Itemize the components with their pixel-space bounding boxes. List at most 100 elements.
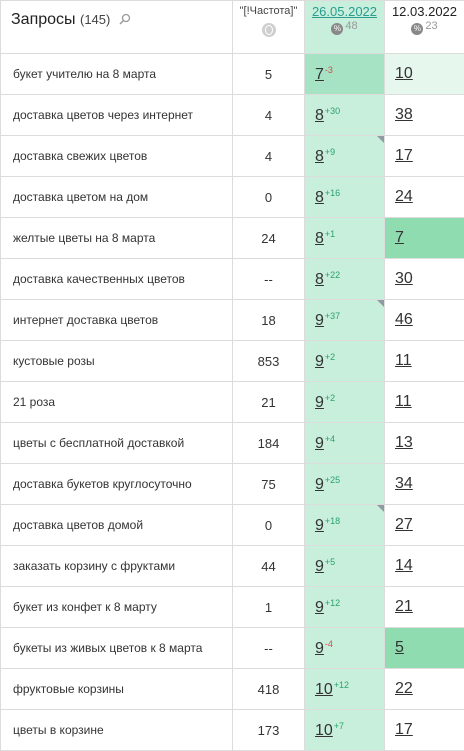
frequency-cell: 853 bbox=[233, 341, 305, 382]
query-cell[interactable]: интернет доставка цветов bbox=[1, 300, 233, 341]
position-delta: +22 bbox=[325, 270, 340, 280]
position-date2-link[interactable]: 7 bbox=[395, 229, 404, 246]
query-cell[interactable]: желтые цветы на 8 марта bbox=[1, 218, 233, 259]
position-date1-link[interactable]: 9 bbox=[315, 435, 324, 452]
date2-percent-value: 23 bbox=[425, 20, 437, 32]
query-cell[interactable]: букеты из живых цветов к 8 марта bbox=[1, 628, 233, 669]
position-date1-link[interactable]: 9 bbox=[315, 312, 324, 329]
date1-header[interactable]: 26.05.2022 % 48 bbox=[305, 1, 385, 54]
position-date1-link[interactable]: 8 bbox=[315, 189, 324, 206]
position-date2-cell: 17 bbox=[385, 710, 464, 751]
position-date2-link[interactable]: 22 bbox=[395, 680, 413, 697]
frequency-cell: 418 bbox=[233, 669, 305, 710]
position-date2-link[interactable]: 14 bbox=[395, 557, 413, 574]
position-date1-link[interactable]: 7 bbox=[315, 66, 324, 83]
query-cell[interactable]: букет учителю на 8 марта bbox=[1, 54, 233, 95]
query-cell[interactable]: доставка свежих цветов bbox=[1, 136, 233, 177]
date1-link[interactable]: 26.05.2022 bbox=[312, 4, 377, 19]
position-date2-link[interactable]: 27 bbox=[395, 516, 413, 533]
position-date1-link[interactable]: 9 bbox=[315, 599, 324, 616]
position-date2-link[interactable]: 17 bbox=[395, 147, 413, 164]
query-cell[interactable]: доставка букетов круглосуточно bbox=[1, 464, 233, 505]
frequency-cell: -- bbox=[233, 259, 305, 300]
position-date2-link[interactable]: 11 bbox=[395, 393, 412, 410]
query-cell[interactable]: доставка качественных цветов bbox=[1, 259, 233, 300]
position-date1-link[interactable]: 9 bbox=[315, 558, 324, 575]
query-cell[interactable]: цветы с бесплатной доставкой bbox=[1, 423, 233, 464]
position-date1-link[interactable]: 8 bbox=[315, 107, 324, 124]
position-date1-link[interactable]: 9 bbox=[315, 353, 324, 370]
query-cell[interactable]: кустовые розы bbox=[1, 341, 233, 382]
query-text: букеты из живых цветов к 8 марта bbox=[13, 641, 202, 655]
position-date1-cell: 9+12 bbox=[305, 587, 385, 628]
position-delta: -3 bbox=[325, 65, 333, 75]
frequency-cell: -- bbox=[233, 628, 305, 669]
frequency-label: "[!Частота]" bbox=[240, 5, 298, 17]
position-date2-cell: 5 bbox=[385, 628, 464, 669]
frequency-value: 18 bbox=[261, 313, 275, 328]
position-date2-cell: 27 bbox=[385, 505, 464, 546]
position-date1-link[interactable]: 9 bbox=[315, 517, 324, 534]
frequency-cell: 21 bbox=[233, 382, 305, 423]
frequency-cell: 18 bbox=[233, 300, 305, 341]
position-date2-link[interactable]: 34 bbox=[395, 475, 413, 492]
date1-percent-value: 48 bbox=[345, 20, 357, 32]
position-date1-cell: 8+1 bbox=[305, 218, 385, 259]
position-date2-link[interactable]: 10 bbox=[395, 65, 413, 82]
query-cell[interactable]: букет из конфет к 8 марту bbox=[1, 587, 233, 628]
position-date2-link[interactable]: 30 bbox=[395, 270, 413, 287]
frequency-cell: 4 bbox=[233, 95, 305, 136]
table-row: доставка качественных цветов-- 8+22 30 bbox=[1, 259, 464, 300]
position-date2-link[interactable]: 13 bbox=[395, 434, 413, 451]
position-date2-cell: 11 bbox=[385, 341, 464, 382]
query-text: 21 роза bbox=[13, 395, 55, 409]
position-date2-link[interactable]: 11 bbox=[395, 352, 412, 369]
position-delta: +12 bbox=[325, 598, 340, 608]
position-date2-link[interactable]: 21 bbox=[395, 598, 413, 615]
query-cell[interactable]: заказать корзину с фруктами bbox=[1, 546, 233, 587]
position-date1-link[interactable]: 10 bbox=[315, 722, 333, 739]
search-icon[interactable] bbox=[119, 13, 131, 25]
position-date2-link[interactable]: 46 bbox=[395, 311, 413, 328]
frequency-value: 5 bbox=[265, 67, 272, 82]
queries-header[interactable]: Запросы (145) bbox=[1, 1, 233, 54]
position-delta: +37 bbox=[325, 311, 340, 321]
position-date1-link[interactable]: 10 bbox=[315, 681, 333, 698]
query-text: букет из конфет к 8 марту bbox=[13, 600, 157, 614]
position-date1-link[interactable]: 8 bbox=[315, 271, 324, 288]
query-text: букет учителю на 8 марта bbox=[13, 67, 156, 81]
position-date1-link[interactable]: 9 bbox=[315, 476, 324, 493]
position-date2-link[interactable]: 24 bbox=[395, 188, 413, 205]
position-date2-link[interactable]: 17 bbox=[395, 721, 413, 738]
position-date1-link[interactable]: 8 bbox=[315, 148, 324, 165]
position-delta: +16 bbox=[325, 188, 340, 198]
date2-header[interactable]: 12.03.2022 % 23 bbox=[385, 1, 464, 54]
query-cell[interactable]: доставка цветов домой bbox=[1, 505, 233, 546]
position-date1-link[interactable]: 8 bbox=[315, 230, 324, 247]
query-cell[interactable]: цветы в корзине bbox=[1, 710, 233, 751]
position-date2-link[interactable]: 38 bbox=[395, 106, 413, 123]
query-text: фруктовые корзины bbox=[13, 682, 124, 696]
frequency-cell: 44 bbox=[233, 546, 305, 587]
globe-icon bbox=[262, 23, 276, 37]
position-date1-cell: 9+4 bbox=[305, 423, 385, 464]
date2-percent: % 23 bbox=[385, 17, 464, 35]
frequency-header[interactable]: "[!Частота]" bbox=[233, 1, 305, 54]
position-date2-link[interactable]: 5 bbox=[395, 639, 404, 656]
query-cell[interactable]: 21 роза bbox=[1, 382, 233, 423]
query-cell[interactable]: доставка цветом на дом bbox=[1, 177, 233, 218]
query-text: кустовые розы bbox=[13, 354, 95, 368]
position-date1-link[interactable]: 9 bbox=[315, 640, 324, 657]
query-cell[interactable]: фруктовые корзины bbox=[1, 669, 233, 710]
query-cell[interactable]: доставка цветов через интернет bbox=[1, 95, 233, 136]
frequency-value: 173 bbox=[258, 723, 280, 738]
position-date1-link[interactable]: 9 bbox=[315, 394, 324, 411]
